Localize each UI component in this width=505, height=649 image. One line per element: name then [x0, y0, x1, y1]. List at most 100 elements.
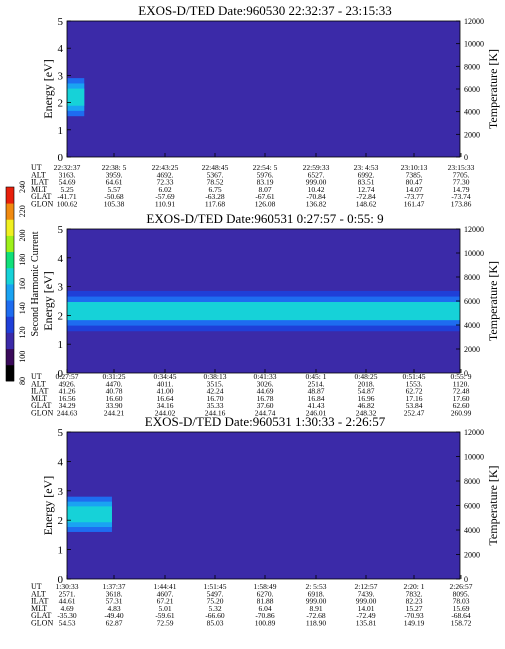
orbit-cell: 23:15:33	[448, 163, 475, 172]
orbit-cell: 2018.	[358, 379, 375, 388]
y-tick-label: 4	[58, 456, 64, 468]
y-axis-label: Energy [eV]	[41, 271, 55, 330]
orbit-cell: 5.57	[107, 185, 120, 194]
orbit-cell: 0:27:57	[56, 372, 79, 381]
orbit-cell: 44.61	[59, 597, 76, 606]
y-axis-label: Energy [eV]	[41, 476, 55, 535]
orbit-cell: 246.01	[306, 409, 327, 418]
orbit-cell: 999.00	[356, 597, 377, 606]
y2-tick-label: 8000	[464, 62, 480, 71]
orbit-cell: 4470.	[106, 379, 123, 388]
orbit-cell: 15.69	[453, 604, 470, 613]
colorbar-swatch	[6, 332, 14, 350]
orbit-table: UTALTILATMLTGLATGLON22:32:373163.54.695.…	[31, 163, 475, 209]
orbit-table: UTALTILATMLTGLATGLON0:27:574926.41.2616.…	[31, 372, 472, 418]
orbit-row-label: GLON	[31, 200, 53, 209]
orbit-cell: 5.25	[60, 185, 73, 194]
orbit-cell: 40.78	[106, 387, 123, 396]
orbit-row-label: ALT	[31, 379, 46, 388]
orbit-cell: 7705.	[453, 170, 470, 179]
orbit-cell: 6270.	[257, 589, 274, 598]
orbit-cell: -59.61	[155, 611, 175, 620]
y-tick-label: 2	[58, 98, 64, 110]
orbit-cell: 161.47	[404, 200, 425, 209]
orbit-cell: 110.91	[155, 200, 176, 209]
spectrogram-panel: EXOS-D/TED Date:960531 1:30:33 - 2:26:57…	[31, 414, 500, 628]
orbit-cell: 78.03	[453, 597, 470, 606]
orbit-cell: 41.26	[59, 387, 76, 396]
orbit-cell: 22:32:37	[54, 163, 81, 172]
orbit-cell: 3026.	[257, 379, 274, 388]
orbit-cell: 23: 4:53	[354, 163, 379, 172]
orbit-cell: 244.21	[104, 409, 125, 418]
orbit-cell: 248.32	[356, 409, 377, 418]
orbit-cell: 6.75	[208, 185, 221, 194]
orbit-cell: 46.82	[358, 401, 375, 410]
orbit-cell: 4.69	[60, 604, 73, 613]
orbit-cell: 54.53	[59, 619, 76, 628]
y-tick-label: 4	[58, 253, 64, 265]
orbit-cell: 3959.	[106, 170, 123, 179]
orbit-cell: 16.70	[207, 394, 224, 403]
orbit-cell: 4.83	[107, 604, 120, 613]
colorbar: 80 100 120 140 160 180 200 220 240 Second Harmoni…	[5, 181, 41, 385]
orbit-cell: 999.00	[306, 597, 327, 606]
orbit-cell: 6918.	[308, 589, 325, 598]
orbit-cell: 118.90	[306, 619, 327, 628]
orbit-cell: 15.27	[406, 604, 423, 613]
orbit-cell: 5976.	[257, 170, 274, 179]
orbit-cell: 54.69	[59, 178, 76, 187]
y2-tick-label: 2000	[464, 130, 480, 139]
colorbar-swatch	[6, 219, 14, 236]
orbit-cell: 44.69	[257, 387, 274, 396]
orbit-cell: 48.87	[308, 387, 325, 396]
orbit-cell: 1553.	[406, 379, 423, 388]
orbit-cell: -67.61	[255, 192, 275, 201]
orbit-cell: 80.47	[406, 178, 423, 187]
colorbar-swatch	[6, 251, 14, 269]
orbit-cell: 999.00	[306, 178, 327, 187]
orbit-cell: 10.42	[308, 185, 325, 194]
orbit-cell: -72.84	[356, 192, 376, 201]
orbit-cell: 2:26:57	[450, 582, 473, 591]
orbit-cell: 6.04	[258, 604, 271, 613]
orbit-cell: 82.23	[406, 597, 423, 606]
orbit-row-label: UT	[31, 163, 42, 172]
orbit-cell: 5497.	[207, 589, 224, 598]
y-tick-label: 5	[58, 16, 64, 28]
orbit-cell: 135.81	[356, 619, 377, 628]
orbit-cell: -70.84	[306, 192, 326, 201]
orbit-cell: -35.30	[57, 611, 77, 620]
orbit-cell: 72.59	[157, 619, 174, 628]
orbit-cell: 34.16	[157, 401, 174, 410]
spectrogram-band	[67, 302, 460, 321]
orbit-cell: -72.49	[356, 611, 376, 620]
orbit-cell: 22:59:33	[303, 163, 330, 172]
y-tick-label: 0	[58, 152, 64, 164]
colorbar-tick-label: 200	[18, 230, 27, 242]
orbit-cell: 148.62	[356, 200, 377, 209]
orbit-cell: 14.79	[453, 185, 470, 194]
orbit-cell: 4011.	[157, 379, 174, 388]
orbit-cell: 12.74	[358, 185, 375, 194]
orbit-cell: 53.84	[406, 401, 423, 410]
colorbar-tick-label: 140	[18, 302, 27, 314]
orbit-cell: 1:51:45	[204, 582, 227, 591]
y2-tick-label: 8000	[464, 477, 480, 486]
y-tick-label: 1	[58, 339, 64, 351]
orbit-cell: 1:37:37	[103, 582, 126, 591]
colorbar-swatch	[6, 203, 14, 220]
orbit-cell: 244.74	[255, 409, 276, 418]
orbit-cell: 6.02	[158, 185, 171, 194]
orbit-cell: 17.60	[453, 394, 470, 403]
orbit-cell: 62.72	[406, 387, 423, 396]
orbit-cell: 244.16	[205, 409, 226, 418]
spectrogram-background	[67, 21, 460, 157]
orbit-cell: 0:34:45	[154, 372, 177, 381]
orbit-cell: 16.78	[257, 394, 274, 403]
orbit-cell: 5.01	[158, 604, 171, 613]
orbit-cell: 75.20	[207, 597, 224, 606]
orbit-cell: 2: 5:53	[305, 582, 326, 591]
y-tick-label: 3	[58, 282, 64, 294]
